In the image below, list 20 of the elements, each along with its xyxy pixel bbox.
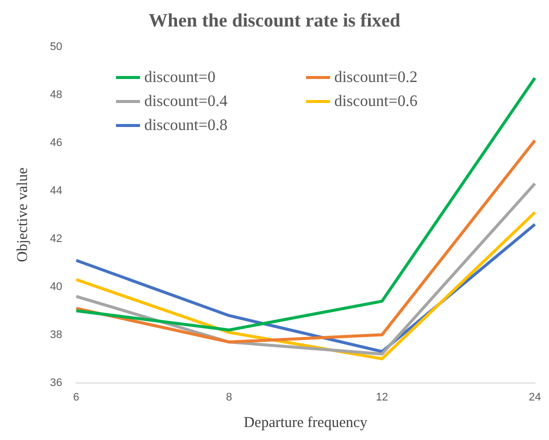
legend-label: discount=0.8 [144, 116, 228, 135]
y-tick-label: 46 [50, 136, 62, 149]
legend-label: discount=0.2 [334, 68, 418, 87]
x-tick-label: 6 [73, 391, 80, 404]
y-axis-title: Objective value [14, 167, 31, 262]
y-tick-label: 50 [50, 40, 62, 53]
y-tick-label: 40 [50, 280, 62, 293]
y-tick-label: 48 [50, 88, 62, 101]
legend-label: discount=0 [144, 68, 216, 87]
x-tick-label: 12 [376, 391, 388, 404]
y-tick-label: 36 [50, 376, 62, 389]
legend-label: discount=0.4 [144, 92, 228, 111]
x-tick-label: 24 [528, 391, 542, 404]
x-axis-title: Departure frequency [244, 414, 368, 431]
legend-label: discount=0.6 [334, 92, 418, 111]
y-tick-label: 38 [50, 328, 62, 341]
chart-title: When the discount rate is fixed [148, 10, 401, 32]
y-tick-label: 44 [50, 184, 62, 197]
y-tick-label: 42 [50, 232, 62, 245]
x-tick-label: 8 [226, 391, 232, 404]
